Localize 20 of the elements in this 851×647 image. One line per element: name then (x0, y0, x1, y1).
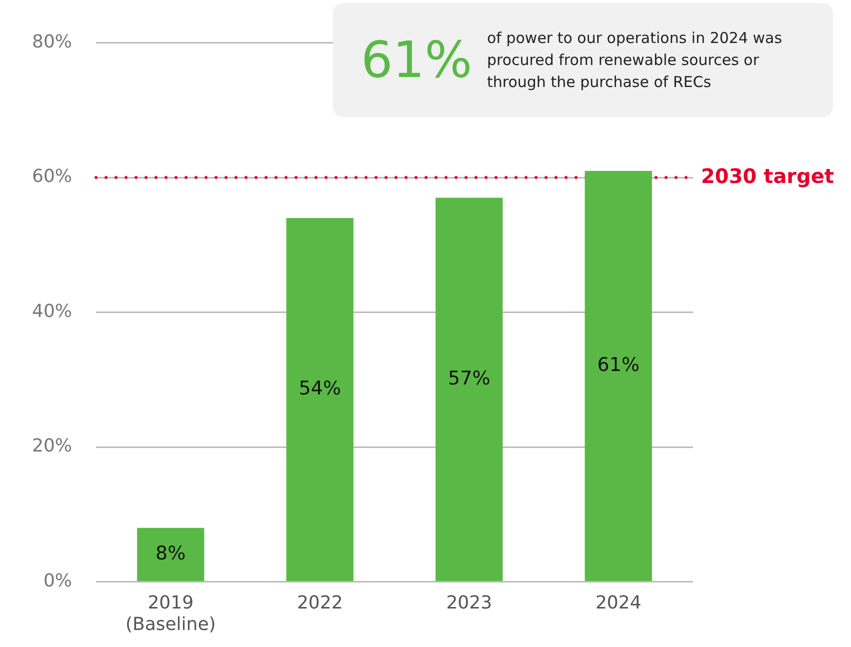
data-label: 57% (448, 367, 490, 390)
annotation: of power to our operations in 2024 was procured from renewable sources or through the purchase of RECs (487, 28, 784, 93)
bar (286, 218, 354, 582)
y-tick-label: 80% (32, 31, 72, 52)
x-tick-label: 2022 (296, 592, 343, 614)
y-tick-label: 60% (32, 166, 72, 188)
bar (584, 170, 652, 582)
y-tick-label: 40% (32, 300, 72, 322)
annotation: 61% (361, 31, 474, 89)
x-tick-label: 2023 (446, 592, 492, 614)
data-label: 8% (156, 542, 186, 564)
bar (436, 198, 503, 582)
y-tick-label: 20% (32, 436, 72, 457)
x-tick-label: 2019 (Baseline) (125, 592, 216, 635)
data-label: 61% (597, 354, 640, 376)
data-label: 54% (298, 377, 341, 400)
x-tick-label: 2024 (595, 592, 642, 614)
ref-line-label: 2030 target (701, 164, 834, 188)
bar (137, 528, 204, 582)
y-tick-label: 0% (43, 570, 72, 592)
